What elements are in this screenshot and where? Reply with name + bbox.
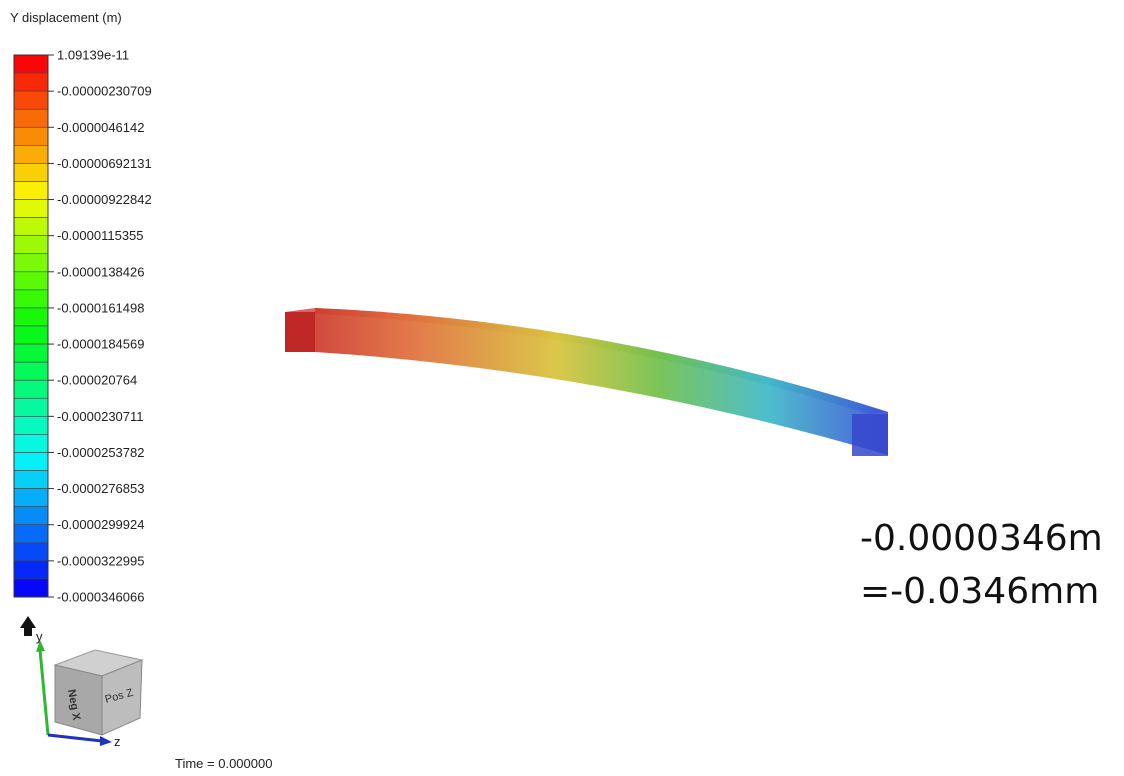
time-label: Time = 0.000000: [175, 756, 272, 771]
legend-swatch: [14, 55, 48, 73]
legend-label: -0.0000184569: [57, 337, 144, 352]
legend-label: -0.00000230709: [57, 84, 152, 99]
legend-swatch: [14, 561, 48, 579]
legend-label: -0.00000922842: [57, 192, 152, 207]
legend-swatch: [14, 344, 48, 362]
legend-swatch: [14, 362, 48, 380]
legend-swatch: [14, 308, 48, 326]
legend-label: -0.0000253782: [57, 445, 144, 460]
legend-label: -0.0000299924: [57, 517, 144, 532]
legend-swatch: [14, 127, 48, 145]
legend-label: -0.0000115355: [57, 228, 144, 243]
legend-swatch: [14, 163, 48, 181]
legend-label: -0.0000138426: [57, 264, 144, 279]
viewport: Y displacement (m) 1.09139e-11 -0.0000023…: [0, 0, 1124, 776]
legend-swatch: [14, 290, 48, 308]
legend-swatch: [14, 398, 48, 416]
beam: [285, 308, 888, 456]
legend-swatch: [14, 380, 48, 398]
legend-label: -0.0000322995: [57, 553, 144, 568]
beam-body: [315, 308, 888, 455]
legend-swatch: [14, 236, 48, 254]
view-cube: Neg X Pos Z y z: [20, 616, 142, 749]
beam-end: [852, 414, 888, 456]
legend-label: -0.0000346066: [57, 590, 144, 605]
legend-swatch: [14, 326, 48, 344]
z-axis: [48, 735, 102, 741]
legend-swatch: [14, 579, 48, 597]
legend-swatch: [14, 525, 48, 543]
legend-swatch: [14, 91, 48, 109]
legend-swatch: [14, 200, 48, 218]
legend-swatch: [14, 471, 48, 489]
legend-swatch: [14, 272, 48, 290]
annotation: -0.0000346m: [860, 518, 1103, 559]
legend-swatch: [14, 543, 48, 561]
legend-swatch: [14, 434, 48, 452]
legend-label: -0.0000230711: [57, 409, 144, 424]
legend-label: -0.000020764: [57, 373, 137, 388]
legend-swatch: [14, 181, 48, 199]
axis-label: z: [114, 734, 121, 749]
color-legend: 1.09139e-11 -0.00000230709 -0.0000046142 -0…: [14, 48, 152, 605]
annotation: =-0.0346mm: [860, 571, 1099, 612]
legend-label: -0.0000046142: [57, 120, 144, 135]
legend-swatch: [14, 507, 48, 525]
legend-swatch: [14, 452, 48, 470]
legend-label: -0.0000161498: [57, 300, 144, 315]
legend-title: Y displacement (m): [10, 10, 122, 25]
legend-label: -0.0000276853: [57, 481, 144, 496]
axis-arrow: [100, 736, 112, 746]
legend-label: 1.09139e-11: [57, 48, 129, 63]
beam-end: [285, 312, 315, 352]
legend-label: -0.00000692131: [57, 156, 152, 171]
home-icon[interactable]: [20, 616, 36, 636]
legend-swatch: [14, 489, 48, 507]
legend-swatch: [14, 416, 48, 434]
legend-swatch: [14, 145, 48, 163]
legend-swatch: [14, 254, 48, 272]
legend-swatch: [14, 109, 48, 127]
axis-label: y: [36, 629, 43, 644]
legend-swatch: [14, 218, 48, 236]
y-axis: [40, 650, 48, 735]
legend-swatch: [14, 73, 48, 91]
